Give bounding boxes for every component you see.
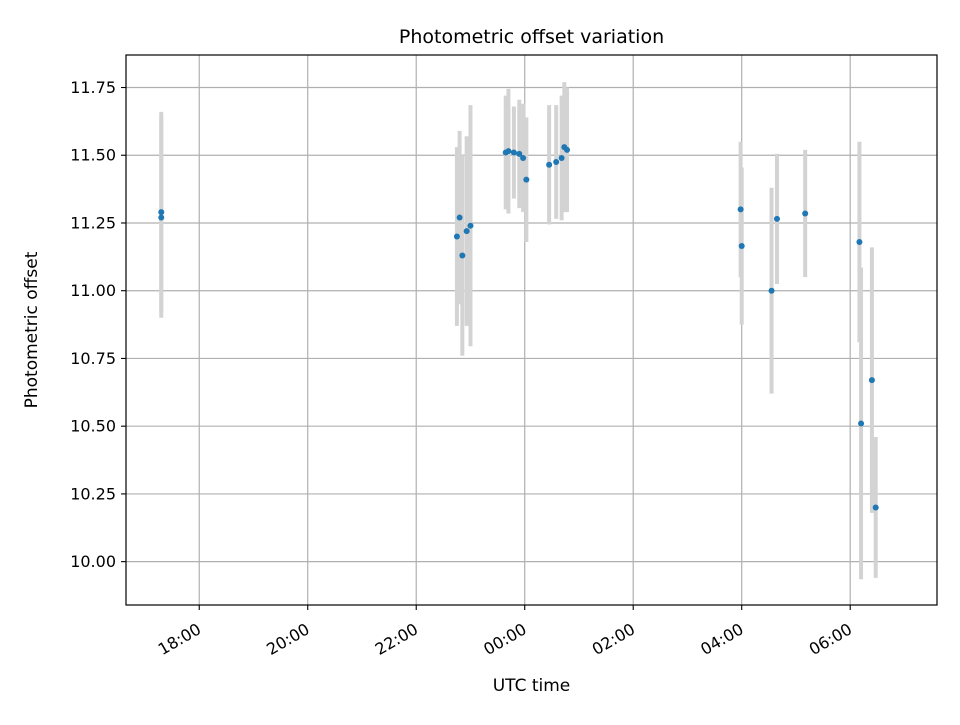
data-point [773,215,780,222]
data-point [158,209,165,216]
data-point [553,159,560,166]
x-tick-label: 18:00 [155,619,204,659]
x-tick-label: 02:00 [589,619,638,659]
data-point [546,161,553,168]
y-tick-label: 10.25 [70,484,116,503]
data-point [158,214,165,221]
data-point [467,222,474,229]
x-tick-label: 20:00 [263,619,312,659]
y-tick-label: 10.75 [70,349,116,368]
y-tick-label: 11.00 [70,281,116,300]
y-tick-label: 10.00 [70,552,116,571]
data-point [856,238,863,245]
data-point [459,252,466,259]
x-tick-label: 00:00 [480,619,529,659]
data-point [858,420,865,427]
y-tick-label: 11.50 [70,146,116,165]
x-tick-label: 22:00 [372,619,421,659]
x-tick-label: 04:00 [697,619,746,659]
data-point [510,149,517,156]
data-point [463,228,470,235]
point-layer [158,144,879,511]
data-point [456,214,463,221]
data-point [523,176,530,183]
data-point [558,154,565,161]
plot-area-frame [125,54,938,606]
y-tick-label: 10.50 [70,417,116,436]
x-tick-label: 06:00 [806,619,855,659]
data-point [802,210,809,217]
y-tick-label: 11.25 [70,213,116,232]
x-axis-label: UTC time [493,676,571,696]
data-point [516,150,523,157]
y-tick-label: 11.75 [70,78,116,97]
data-point [505,148,512,155]
data-point [453,233,460,240]
data-point [872,504,879,511]
chart-title: Photometric offset variation [399,26,664,48]
data-point [868,377,875,384]
grid-layer [126,55,937,605]
y-axis-label: Photometric offset [22,251,42,408]
data-point [737,206,744,213]
data-point [520,154,527,161]
data-point [738,243,745,250]
data-point [768,287,775,294]
data-point [564,146,571,153]
